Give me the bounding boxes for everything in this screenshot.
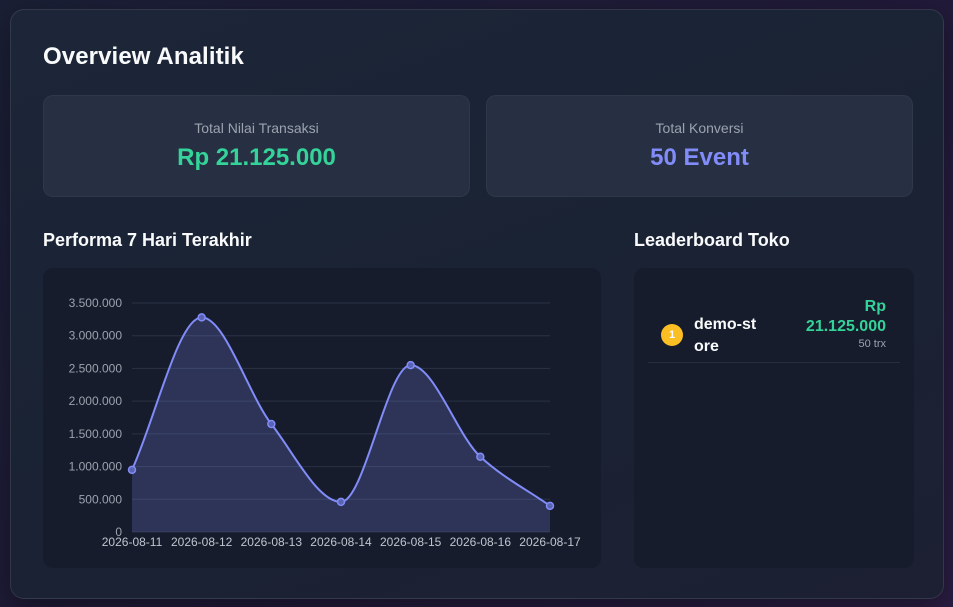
store-amount: Rp 21.125.000 <box>805 298 886 335</box>
leaderboard-title: Leaderboard Toko <box>634 230 790 250</box>
performance-chart[interactable]: 0 500.000 1.000.000 1.500.000 2.000.000 2.500… <box>43 268 601 568</box>
x-tick-label: 2026-08-14 <box>310 535 372 549</box>
stat-value: Rp 21.125.000 <box>177 144 336 171</box>
data-point[interactable] <box>197 313 206 322</box>
rank-badge: 1 <box>661 324 683 346</box>
x-tick-label: 2026-08-11 <box>102 535 163 549</box>
data-point[interactable] <box>267 419 276 429</box>
stat-label: Total Konversi <box>655 120 744 136</box>
y-tick-label: 500.000 <box>79 492 123 506</box>
overview-card: Overview Analitik Total Nilai Transaksi … <box>10 9 944 599</box>
x-tick-label: 2026-08-17 <box>519 535 581 549</box>
chart-section-title: Performa 7 Hari Terakhir <box>43 230 252 250</box>
y-tick-label: 2.000.000 <box>69 394 123 408</box>
data-point[interactable] <box>127 465 137 475</box>
data-point[interactable] <box>336 497 346 507</box>
data-point[interactable] <box>406 360 415 370</box>
y-tick-label: 1.500.000 <box>69 427 123 441</box>
leaderboard-row[interactable]: 1 demo-store Rp 21.125.000 50 trx <box>648 290 900 363</box>
stat-label: Total Nilai Transaksi <box>194 120 319 136</box>
data-point[interactable] <box>545 501 555 511</box>
series-area <box>132 317 550 532</box>
page-title: Overview Analitik <box>43 43 244 70</box>
x-tick-label: 2026-08-16 <box>450 535 512 549</box>
stat-card-total-conversion: Total Konversi 50 Event <box>486 95 913 197</box>
stat-value: 50 Event <box>650 144 749 171</box>
x-tick-label: 2026-08-12 <box>171 535 233 549</box>
y-tick-label: 3.500.000 <box>69 296 123 310</box>
store-name: demo-store <box>694 316 757 355</box>
y-tick-label: 1.000.000 <box>69 460 123 474</box>
leaderboard-panel: 1 demo-store Rp 21.125.000 50 trx <box>634 268 914 568</box>
y-tick-label: 0 <box>115 525 122 539</box>
data-point[interactable] <box>476 452 485 462</box>
x-tick-label: 2026-08-13 <box>241 535 303 549</box>
y-tick-label: 2.500.000 <box>69 361 123 375</box>
stat-card-total-transaction: Total Nilai Transaksi Rp 21.125.000 <box>43 95 470 197</box>
store-trx-count: 50 trx <box>858 338 886 350</box>
x-tick-label: 2026-08-15 <box>380 535 442 549</box>
chart-canvas[interactable]: 0 500.000 1.000.000 1.500.000 2.000.000 2.500… <box>43 268 601 568</box>
y-tick-label: 3.000.000 <box>69 329 123 343</box>
